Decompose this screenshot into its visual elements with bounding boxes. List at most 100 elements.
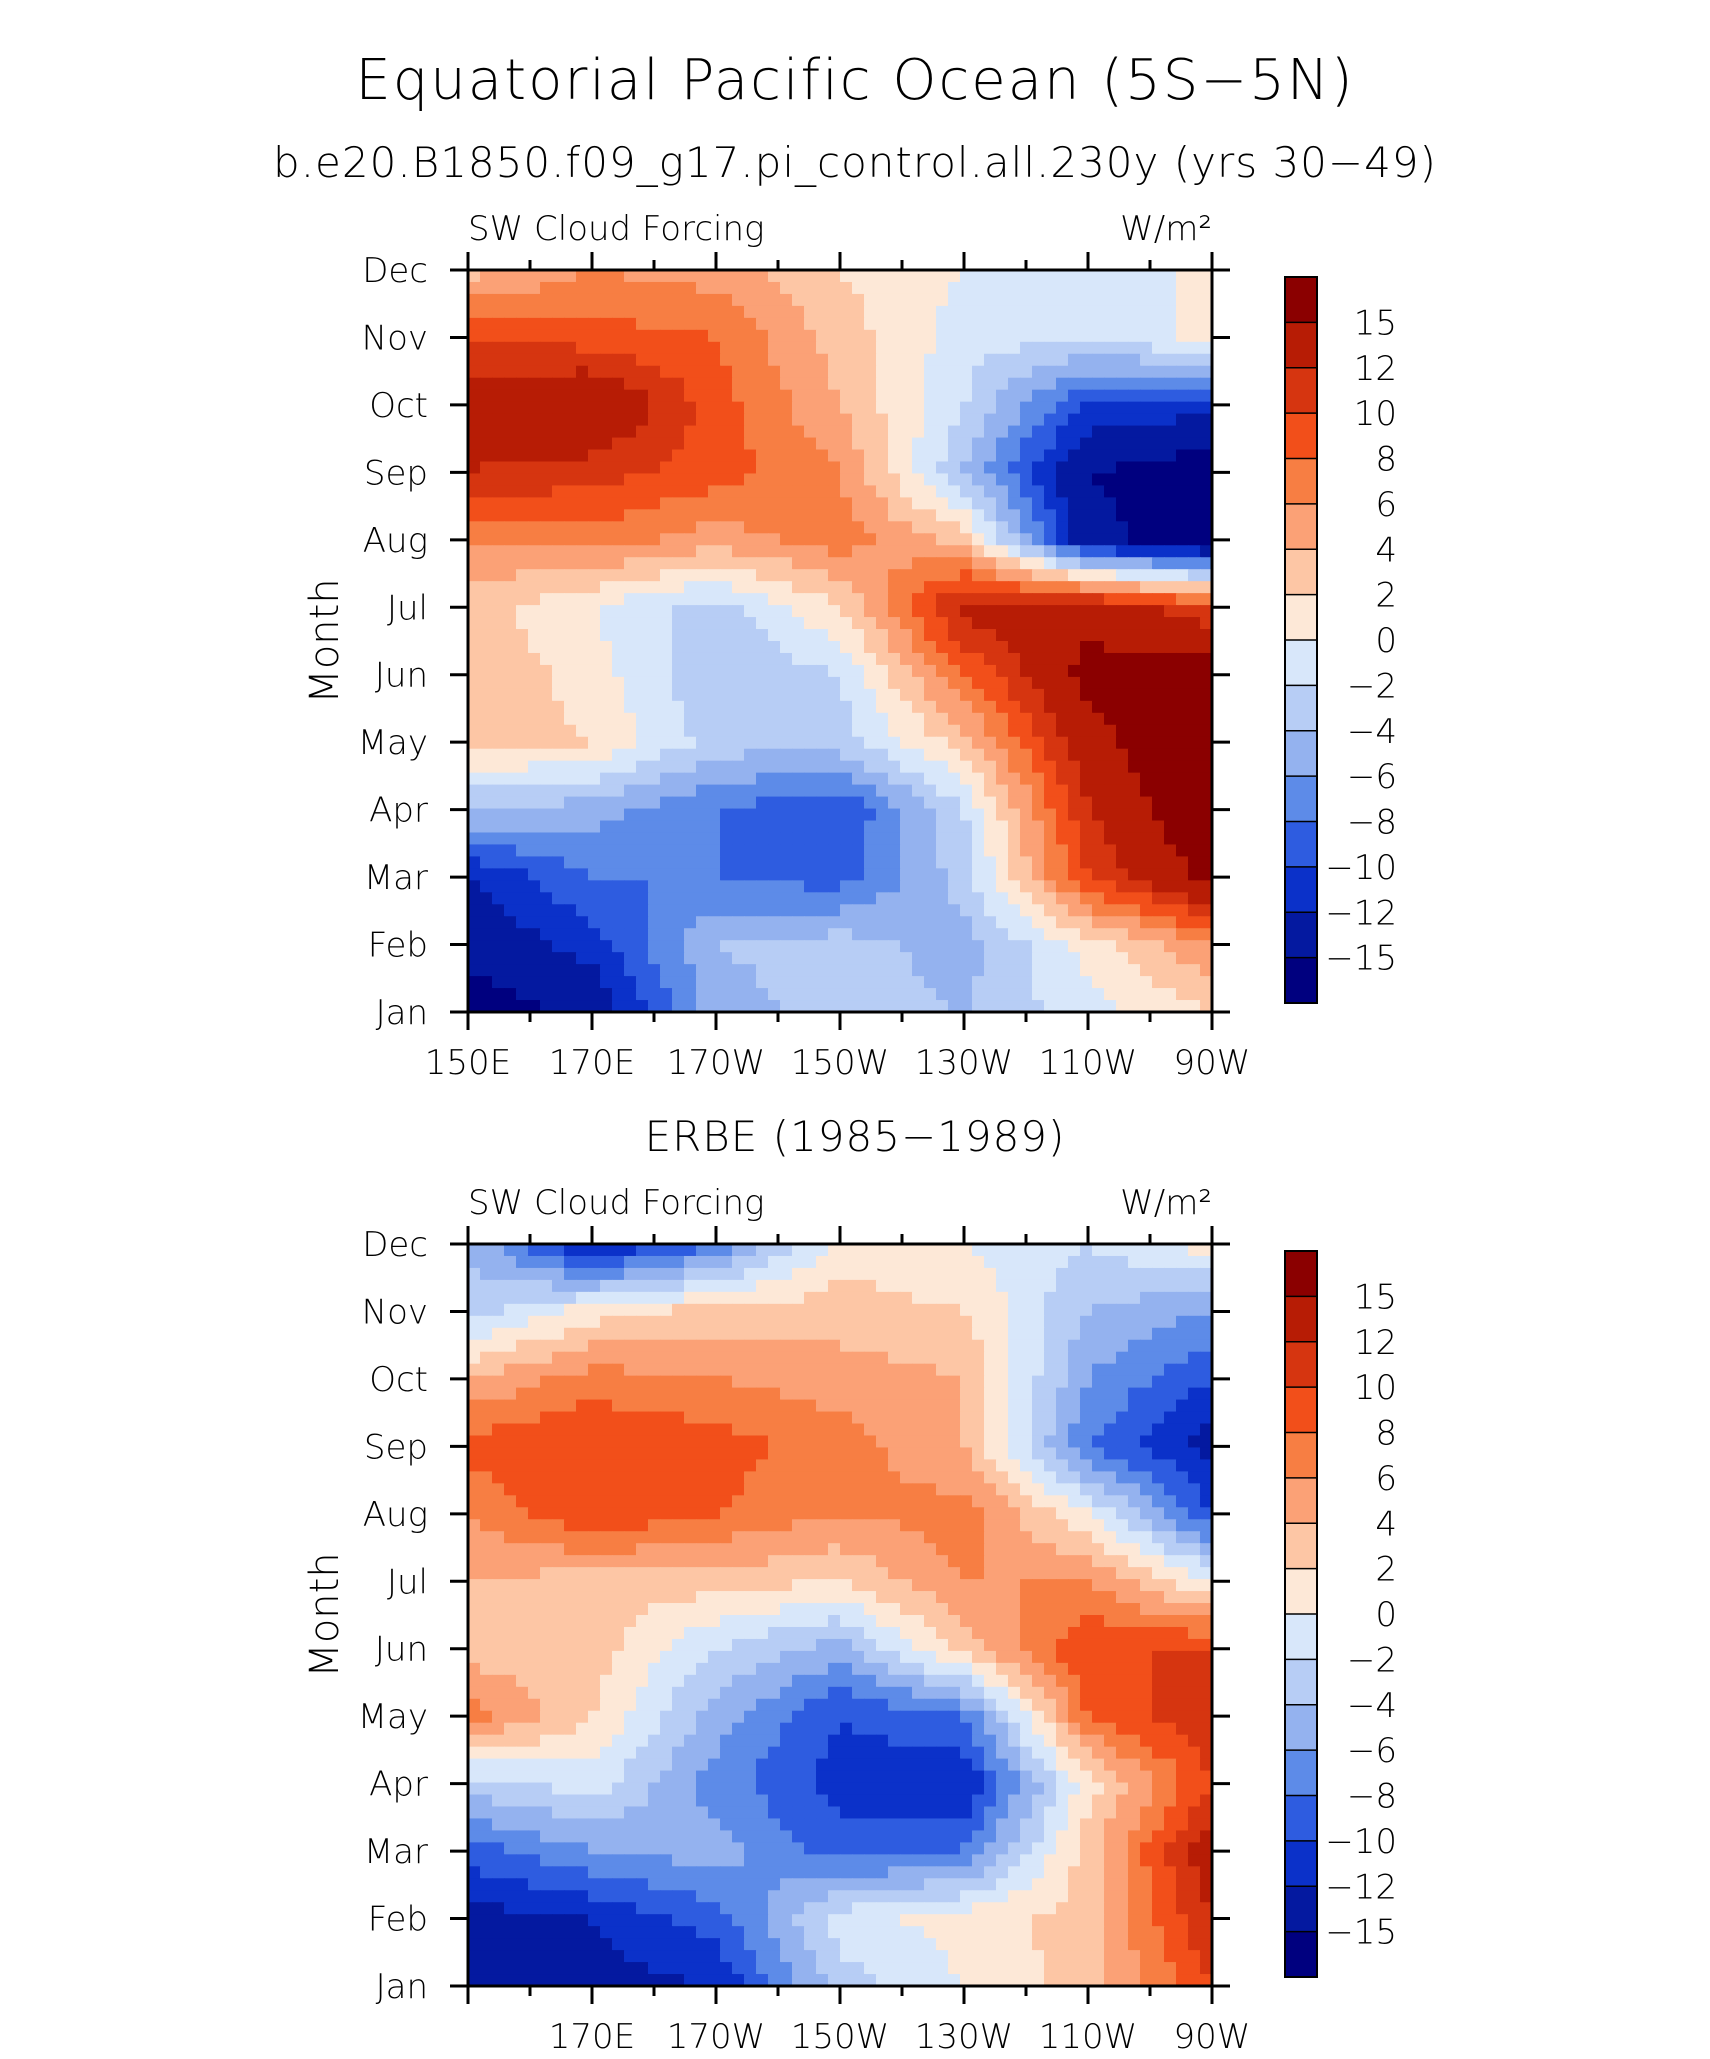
heatmap-cell [1092, 533, 1105, 546]
heatmap-cell [576, 1279, 589, 1293]
heatmap-cell [1080, 401, 1093, 415]
heatmap-cell [900, 748, 913, 762]
heatmap-cell [936, 557, 949, 570]
heatmap-cell [792, 856, 805, 869]
heatmap-cell [852, 652, 865, 666]
heatmap-cell [888, 772, 901, 786]
heatmap-cell [1176, 1315, 1189, 1329]
heatmap-cell [480, 892, 493, 905]
heatmap-cell [780, 952, 793, 965]
heatmap-cell [984, 820, 997, 834]
heatmap-cell [792, 1303, 805, 1317]
heatmap-cell [732, 1267, 745, 1281]
heatmap-cell [624, 1423, 637, 1437]
heatmap-cell [528, 389, 541, 403]
heatmap-cell [1092, 413, 1105, 427]
heatmap-cell [1056, 389, 1069, 403]
heatmap-cell [756, 1244, 769, 1257]
heatmap-cell [528, 832, 541, 846]
heatmap-cell [720, 629, 733, 642]
heatmap-cell [468, 617, 481, 630]
heatmap-cell [852, 1399, 865, 1413]
heatmap-cell [756, 293, 769, 307]
heatmap-cell [708, 293, 721, 307]
heatmap-cell [1164, 1315, 1177, 1329]
heatmap-cell [936, 664, 949, 678]
heatmap-cell [936, 892, 949, 905]
panel-2-title: ERBE (1985−1989) [644, 1112, 1066, 1161]
heatmap-cell [996, 1000, 1009, 1012]
heatmap-cell [1056, 1244, 1069, 1257]
heatmap-cell [960, 772, 973, 786]
heatmap-cell [648, 270, 661, 283]
heatmap-cell [1032, 581, 1045, 594]
heatmap-cell [924, 1315, 937, 1329]
heatmap-cell [1092, 569, 1105, 582]
heatmap-cell [624, 964, 637, 977]
heatmap-cell [1164, 353, 1177, 367]
heatmap-cell [576, 509, 589, 522]
heatmap-cell [936, 437, 949, 451]
heatmap-cell [624, 832, 637, 846]
heatmap-cell [864, 581, 877, 594]
heatmap-cell [672, 437, 685, 451]
heatmap-cell [1200, 413, 1212, 427]
heatmap-cell [504, 581, 517, 594]
heatmap-cell [624, 413, 637, 427]
heatmap-cell [588, 593, 601, 606]
heatmap-cell [516, 688, 529, 702]
heatmap-cell [960, 365, 973, 379]
heatmap-cell [816, 401, 829, 415]
heatmap-cell [816, 772, 829, 786]
heatmap-cell [1068, 784, 1081, 798]
heatmap-cell [600, 892, 613, 905]
heatmap-cell [996, 1327, 1009, 1341]
heatmap-cell [840, 1399, 853, 1413]
heatmap-cell [468, 377, 481, 391]
heatmap-cell [504, 569, 517, 582]
heatmap-cell [972, 401, 985, 415]
heatmap-cell [840, 329, 853, 343]
heatmap-cell [504, 808, 517, 822]
heatmap-cell [864, 317, 877, 331]
heatmap-cell [1152, 844, 1165, 858]
heatmap-cell [972, 413, 985, 427]
heatmap-cell [1200, 461, 1212, 475]
heatmap-cell [1080, 964, 1093, 977]
x-tick-label: 150W [791, 1043, 890, 1083]
heatmap-cell [864, 1339, 877, 1353]
heatmap-cell [768, 820, 781, 834]
heatmap-cell [780, 988, 793, 1001]
heatmap-cell [588, 305, 601, 319]
heatmap-cell [624, 605, 637, 618]
heatmap-cell [840, 365, 853, 379]
heatmap-cell [1068, 1291, 1081, 1305]
heatmap-cell [636, 557, 649, 570]
heatmap-cell [1188, 760, 1201, 774]
heatmap-cell [672, 353, 685, 367]
heatmap-cell [672, 760, 685, 774]
heatmap-cell [636, 880, 649, 893]
heatmap-cell [660, 772, 673, 786]
heatmap-cell [660, 341, 673, 355]
heatmap-cell [696, 365, 709, 379]
heatmap-cell [660, 1327, 673, 1341]
heatmap-cell [888, 1399, 901, 1413]
heatmap-cell [660, 976, 673, 989]
heatmap-cell [912, 892, 925, 905]
heatmap-cell [852, 796, 865, 810]
heatmap-cell [528, 641, 541, 654]
heatmap-cell [1164, 1375, 1177, 1389]
heatmap-cell [888, 1000, 901, 1012]
heatmap-cell [1020, 593, 1033, 606]
heatmap-cell [1140, 784, 1153, 798]
heatmap-cell [1080, 988, 1093, 1001]
heatmap-cell [684, 1411, 697, 1425]
heatmap-cell [1056, 329, 1069, 343]
heatmap-cell [900, 1363, 913, 1377]
heatmap-cell [1140, 928, 1153, 941]
heatmap-cell [492, 760, 505, 774]
heatmap-cell [1188, 533, 1201, 546]
heatmap-cell [552, 1267, 565, 1281]
heatmap-cell [1008, 281, 1021, 295]
